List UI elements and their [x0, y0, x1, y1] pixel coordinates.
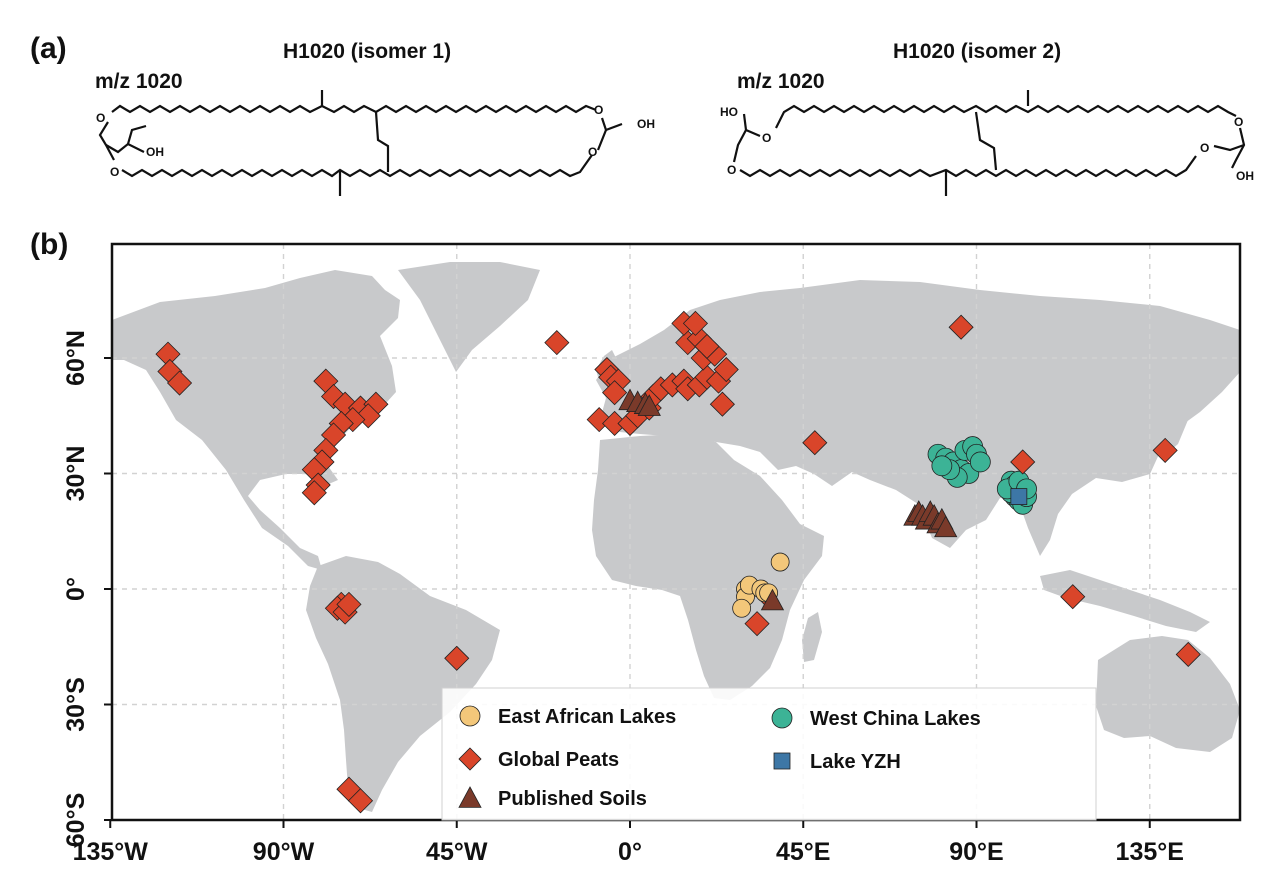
- isomer2-title: H1020 (isomer 2): [893, 40, 1062, 63]
- global-peat-site: [709, 391, 735, 417]
- legend-marker-circle: [459, 705, 481, 727]
- isomer1-oxygen-1: O: [96, 111, 105, 125]
- global-peat-site: [602, 380, 628, 406]
- west-china-lake-site: [931, 455, 953, 477]
- legend-item: Lake YZH: [773, 751, 901, 773]
- legend-label: Lake YZH: [810, 751, 901, 773]
- global-peat-site: [802, 430, 828, 456]
- isomer1-atom-labels: O O OH O O OH: [96, 103, 655, 179]
- x-tick-label: 135°W: [73, 838, 149, 866]
- legend-item: East African Lakes: [459, 705, 676, 728]
- eurasia: [596, 280, 1240, 556]
- isomer2-hydroxyl-1: HO: [720, 105, 738, 119]
- published-soil-site: [760, 588, 785, 611]
- y-tick-label: 30°S: [62, 677, 90, 731]
- legend-item: Published Soils: [458, 786, 647, 810]
- isomer1-oxygen-3: O: [594, 103, 603, 117]
- isomer1-mz-label: m/z 1020: [95, 70, 183, 93]
- panel-a-structures: O O OH O O OH HO O O O O OH: [96, 90, 1254, 196]
- southeast-asia-islands: [1040, 570, 1210, 632]
- global-peat-site: [1060, 584, 1086, 610]
- isomer1-hydroxyl-2: OH: [637, 117, 655, 131]
- global-peat-site: [444, 645, 470, 671]
- legend-box: [441, 687, 1097, 821]
- global-peat-site: [1175, 641, 1201, 668]
- global-peat-site: [166, 370, 193, 396]
- isomer2-mz-label: m/z 1020: [737, 70, 825, 93]
- isomer1-oxygen-2: O: [110, 165, 119, 179]
- madagascar: [802, 612, 822, 662]
- lake-yzh-site: [1010, 488, 1028, 506]
- isomer1-hydroxyl-1: OH: [146, 145, 164, 159]
- global-peat-site: [347, 788, 374, 814]
- global-peat-site: [1152, 437, 1178, 463]
- y-tick-label: 30°N: [62, 446, 90, 502]
- east-african-lake-site: [732, 598, 752, 618]
- legend-label: East African Lakes: [498, 706, 676, 728]
- panel-b-label: (b): [30, 228, 69, 261]
- north-america: [112, 270, 400, 570]
- x-tick-label: 135°E: [1116, 838, 1184, 866]
- axis-ticks: 135°W 90°W 45°W 0° 45°E 90°E 135°E 60°N 30°N 0° 30…: [62, 330, 1184, 866]
- legend-item: West China Lakes: [771, 707, 981, 730]
- site-markers: [155, 310, 1201, 814]
- isomer1-structure: [98, 90, 623, 196]
- isomer1-title: H1020 (isomer 1): [283, 40, 452, 63]
- y-tick-label: 60°N: [62, 330, 90, 386]
- isomer2-oxygen-1: O: [762, 131, 771, 145]
- published-soil-site: [934, 515, 958, 538]
- y-tick-label: 60°S: [62, 793, 90, 847]
- legend-item: Global Peats: [458, 747, 619, 771]
- x-tick-label: 90°E: [949, 838, 1003, 866]
- greenland: [398, 262, 540, 372]
- legend-marker-triangle: [458, 786, 482, 808]
- isomer2-hydroxyl-2: OH: [1236, 169, 1254, 183]
- east-african-lake-site: [770, 552, 790, 572]
- south-america: [306, 556, 500, 812]
- global-peat-site: [336, 591, 362, 617]
- x-tick-label: 0°: [618, 838, 642, 866]
- x-tick-label: 90°W: [253, 838, 315, 866]
- published-soil-site: [637, 394, 661, 416]
- global-peat-site: [744, 611, 770, 637]
- global-peat-site: [713, 356, 739, 383]
- west-china-lake-site: [969, 451, 991, 473]
- isomer2-oxygen-2: O: [727, 163, 736, 177]
- global-peat-site: [544, 330, 570, 356]
- global-peat-site: [301, 480, 327, 506]
- global-peat-site: [1010, 449, 1036, 475]
- x-tick-label: 45°E: [776, 838, 830, 866]
- panel-a-label: (a): [30, 32, 67, 65]
- isomer2-structure: [732, 90, 1246, 196]
- legend-marker-circle: [771, 707, 793, 729]
- global-peat-site: [682, 310, 709, 336]
- legend-label: West China Lakes: [810, 708, 981, 730]
- australia: [1096, 636, 1240, 752]
- legend: East African Lakes Global Peats Published …: [441, 687, 1097, 821]
- legend-label: Published Soils: [498, 788, 647, 810]
- isomer2-oxygen-3: O: [1234, 115, 1243, 129]
- global-peat-site: [694, 333, 720, 360]
- global-peat-site: [948, 314, 974, 340]
- y-tick-label: 0°: [62, 577, 90, 601]
- legend-label: Global Peats: [498, 749, 619, 771]
- africa: [592, 434, 824, 700]
- isomer2-oxygen-4: O: [1200, 141, 1209, 155]
- isomer2-atom-labels: HO O O O O OH: [720, 105, 1254, 183]
- isomer1-oxygen-4: O: [588, 145, 597, 159]
- x-tick-label: 45°W: [426, 838, 488, 866]
- legend-marker-diamond: [458, 747, 482, 771]
- legend-marker-square: [773, 752, 791, 770]
